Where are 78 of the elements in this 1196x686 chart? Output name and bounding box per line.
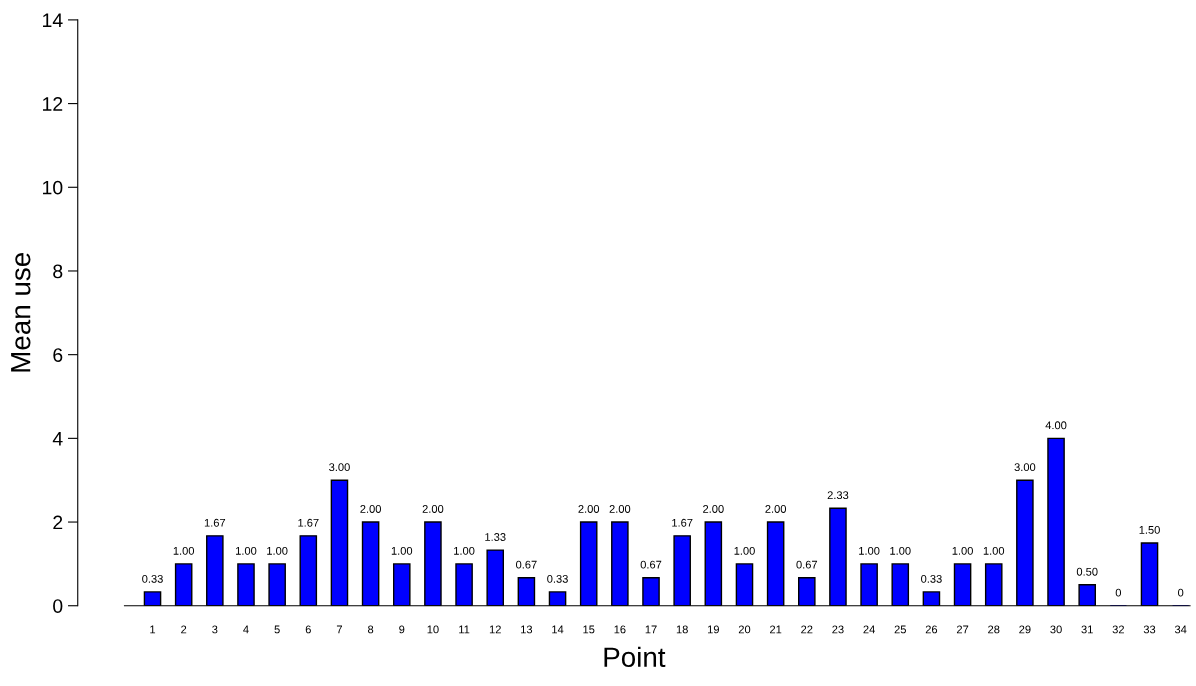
x-tick-label: 18: [676, 625, 688, 634]
x-tick-label: 9: [399, 625, 405, 634]
data-label: 2.00: [765, 505, 787, 513]
data-label: 2.00: [422, 505, 444, 513]
x-tick-label: 34: [1174, 625, 1187, 634]
x-tick-label: 7: [336, 625, 342, 634]
data-label: 3.00: [329, 463, 350, 472]
x-tick-label: 14: [552, 625, 564, 634]
x-tick-label: 6: [305, 625, 311, 634]
x-tick-label: 4: [243, 625, 249, 634]
x-tick-label: 17: [645, 625, 657, 634]
y-tick-label: 2: [53, 515, 63, 530]
x-tick-label: 20: [738, 625, 751, 634]
x-tick-label: 11: [459, 625, 470, 634]
x-tick-label: 31: [1081, 625, 1093, 634]
x-tick-label: 21: [770, 625, 782, 634]
x-tick-label: 19: [708, 625, 719, 634]
data-label: 2.33: [827, 491, 849, 500]
data-label: 1.50: [1139, 525, 1160, 534]
data-label: 1.00: [173, 546, 195, 555]
x-tick-label: 30: [1050, 625, 1062, 634]
x-tick-label: 13: [521, 625, 533, 634]
data-label: 2.00: [703, 505, 724, 513]
y-tick-label: 6: [53, 348, 63, 362]
data-label: 1.00: [734, 546, 755, 555]
data-label: 1.67: [204, 518, 226, 527]
data-label: 0.33: [921, 574, 942, 583]
data-label: 0.67: [796, 560, 818, 569]
data-label: 1.33: [485, 533, 506, 541]
x-tick-label: 29: [1019, 625, 1031, 634]
x-tick-label: 23: [832, 625, 844, 634]
data-label: 0.50: [1076, 567, 1098, 576]
y-tick-label: 8: [53, 264, 63, 279]
data-label: 2.00: [609, 505, 631, 513]
data-label: 1.00: [859, 546, 880, 555]
data-label: 1.00: [952, 546, 973, 555]
x-tick-label: 8: [368, 625, 374, 634]
x-tick-label: 26: [925, 625, 938, 634]
data-label: 0: [1178, 588, 1184, 597]
data-label: 0.67: [640, 560, 662, 569]
x-tick-label: 15: [583, 625, 595, 634]
x-tick-label: 16: [614, 625, 626, 634]
x-tick-label: 1: [150, 625, 156, 634]
x-tick-label: 32: [1112, 625, 1124, 634]
y-tick-label: 10: [43, 180, 63, 195]
y-tick-label: 12: [43, 97, 63, 111]
data-label: 0.33: [547, 574, 568, 583]
data-label: 0: [1115, 588, 1122, 597]
x-tick-label: 33: [1143, 625, 1156, 634]
x-tick-label: 22: [801, 625, 813, 634]
data-label: 1.00: [454, 546, 475, 555]
data-label: 0.33: [142, 574, 163, 583]
data-label: 1.00: [890, 546, 911, 555]
x-axis-title: Point: [604, 646, 666, 668]
x-tick-label: 2: [181, 625, 187, 634]
data-label: 0.67: [516, 560, 537, 569]
x-tick-label: 3: [212, 625, 218, 634]
x-tick-label: 27: [956, 625, 969, 634]
data-label: 1.00: [236, 546, 257, 555]
data-label: 1.00: [267, 546, 288, 555]
y-axis-title: Mean use: [11, 253, 31, 372]
x-tick-label: 12: [489, 625, 501, 634]
x-tick-label: 24: [863, 625, 875, 634]
data-label: 1.00: [983, 546, 1005, 555]
y-tick-label: 4: [52, 432, 63, 446]
x-tick-label: 5: [274, 625, 280, 634]
data-label: 3.00: [1014, 463, 1036, 472]
x-tick-label: 10: [427, 625, 439, 634]
data-label: 2.00: [360, 505, 381, 513]
data-label: 1.00: [391, 546, 413, 555]
data-label: 1.67: [298, 518, 319, 527]
y-tick-label: 0: [53, 599, 63, 613]
data-label: 1.67: [672, 518, 693, 527]
data-label: 4.00: [1045, 421, 1067, 430]
data-label: 2.00: [578, 505, 600, 513]
x-tick-label: 25: [894, 625, 906, 634]
x-tick-label: 28: [988, 625, 1000, 634]
y-tick-label: 14: [43, 13, 63, 27]
